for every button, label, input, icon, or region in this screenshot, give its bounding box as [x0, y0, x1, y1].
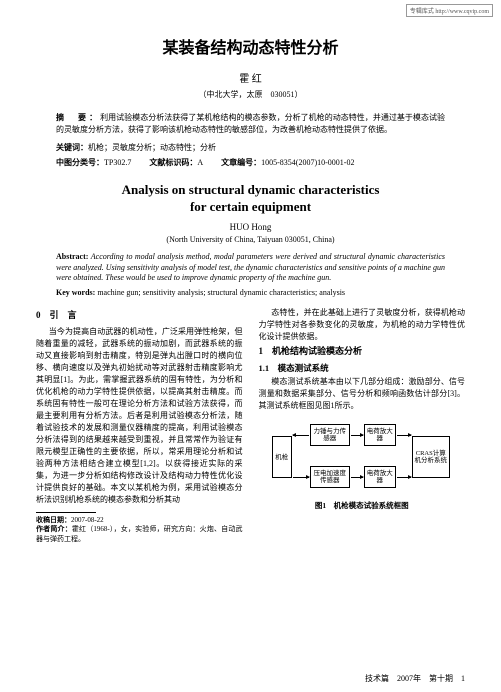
- section-1-1-heading: 1.1 模态测试系统: [259, 362, 466, 375]
- bio-label: 作者简介：: [36, 525, 72, 533]
- abstract-cn-text: 利用试验模态分析法获得了某机枪结构的模态参数，分析了机枪的动态特性，并通过基于模…: [56, 113, 445, 134]
- artno-label: 文章编号：: [221, 158, 261, 167]
- doccode-label: 文献标识码：: [149, 158, 197, 167]
- right-column: 态特性，并在此基础上进行了灵敏度分析，获得机枪动力学特性对各参数变化的灵敏度，为…: [259, 307, 466, 545]
- diagram-bot-box-1: 压电加速度传感器: [310, 466, 350, 488]
- author-chinese: 霍 红: [36, 70, 465, 85]
- footnote-rule: [36, 512, 96, 513]
- title-chinese: 某装备结构动态特性分析: [36, 34, 465, 58]
- left-column: 0 引 言 当今为提高自动武器的机动性，广泛采用弹性枪架，但随着重量的减轻，武器…: [36, 307, 243, 545]
- section-0-para: 当今为提高自动武器的机动性，广泛采用弹性枪架，但随着重量的减轻，武器系统的振动加…: [36, 326, 243, 506]
- footnote-received: 收稿日期：2007-08-22: [36, 516, 243, 526]
- diagram-right-box: CRAS计算机分析系统: [412, 436, 450, 478]
- figure-1-caption: 图1 机枪模态试验系统框图: [259, 500, 466, 511]
- watermark: 专辑库式 http://www.cqvip.com: [406, 4, 493, 17]
- doc-code: 文献标识码：A: [149, 157, 203, 168]
- article-number: 文章编号：1005-8354(2007)10-0001-02: [221, 157, 354, 168]
- received-label: 收稿日期：: [36, 516, 71, 524]
- section-0-heading: 0 引 言: [36, 309, 243, 323]
- author-english: HUO Hong: [36, 222, 465, 232]
- abstract-en-text: According to modal analysis method, moda…: [56, 252, 445, 283]
- class-value: TP302.7: [104, 158, 131, 167]
- page-container: 某装备结构动态特性分析 霍 红 （中北大学，太原 030051） 摘 要：利用试…: [0, 0, 501, 555]
- section-1-1-para: 模态测试系统基本由以下几部分组成：激励部分、信号测量和数据采集部分、信号分析和频…: [259, 376, 466, 412]
- diagram-bot-box-2: 电荷放大器: [364, 466, 396, 488]
- page-footer: 技术篇 2007年 第十期 1: [365, 673, 465, 684]
- footnote-bio: 作者简介：霍红（1968-），女，实验师，研究方向：火炮、自动武器与弹药工程。: [36, 525, 243, 545]
- arrow-icon: [293, 477, 309, 478]
- figure-1-diagram: 机枪 力锤与力传感器 电荷放大器 压电加速度传感器 电荷放大器 CRAS计算机分…: [272, 418, 452, 496]
- arrow-icon: [397, 435, 411, 436]
- keywords-english: Key words: machine gun; sensitivity anal…: [56, 288, 445, 297]
- title-english: Analysis on structural dynamic character…: [36, 182, 465, 216]
- arrow-icon: [293, 435, 309, 436]
- class-label: 中图分类号：: [56, 158, 104, 167]
- classification-line: 中图分类号：TP302.7 文献标识码：A 文章编号：1005-8354(200…: [56, 157, 445, 168]
- diagram-top-box-2: 电荷放大器: [364, 424, 396, 446]
- body-columns: 0 引 言 当今为提高自动武器的机动性，广泛采用弹性枪架，但随着重量的减轻，武器…: [36, 307, 465, 545]
- arrow-icon: [351, 477, 363, 478]
- title-en-line1: Analysis on structural dynamic character…: [36, 182, 465, 199]
- keywords-en-label: Key words:: [56, 288, 95, 297]
- received-value: 2007-08-22: [71, 516, 104, 524]
- diagram-top-box-1: 力锤与力传感器: [310, 424, 350, 446]
- keywords-en-text: machine gun; sensitivity analysis; struc…: [97, 288, 345, 297]
- class-number: 中图分类号：TP302.7: [56, 157, 131, 168]
- keywords-cn-label: 关键词：: [56, 143, 88, 152]
- keywords-chinese: 关键词：机枪；灵敏度分析；动态特性；分析: [56, 142, 445, 153]
- affiliation-english: (North University of China, Taiyuan 0300…: [36, 235, 465, 244]
- arrow-icon: [351, 435, 363, 436]
- abstract-cn-label: 摘 要：: [56, 113, 100, 122]
- abstract-english: Abstract: According to modal analysis me…: [56, 252, 445, 284]
- title-en-line2: for certain equipment: [36, 199, 465, 216]
- artno-value: 1005-8354(2007)10-0001-02: [261, 158, 354, 167]
- section-1-heading: 1 机枪结构试验模态分析: [259, 345, 466, 359]
- abstract-chinese: 摘 要：利用试验模态分析法获得了某机枪结构的模态参数，分析了机枪的动态特性，并通…: [56, 112, 445, 136]
- doccode-value: A: [197, 158, 203, 167]
- affiliation-chinese: （中北大学，太原 030051）: [36, 89, 465, 100]
- right-col-continuation: 态特性，并在此基础上进行了灵敏度分析，获得机枪动力学特性对各参数变化的灵敏度，为…: [259, 307, 466, 343]
- diagram-left-box: 机枪: [272, 436, 292, 478]
- keywords-cn-text: 机枪；灵敏度分析；动态特性；分析: [88, 143, 216, 152]
- abstract-en-label: Abstract:: [56, 252, 88, 261]
- arrow-icon: [397, 477, 411, 478]
